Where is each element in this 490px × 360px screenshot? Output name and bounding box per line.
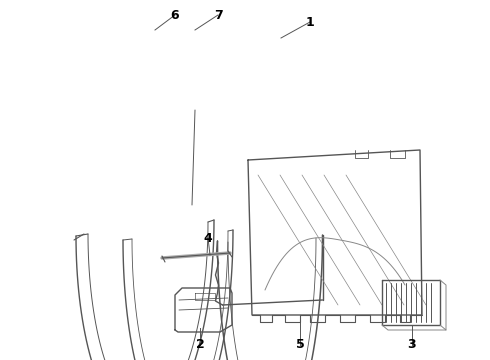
Text: 5: 5	[295, 338, 304, 351]
Text: 1: 1	[306, 15, 315, 28]
Text: 3: 3	[408, 338, 416, 351]
Text: 7: 7	[214, 9, 222, 22]
Text: 6: 6	[171, 9, 179, 22]
Text: 2: 2	[196, 338, 204, 351]
Text: 4: 4	[204, 231, 212, 244]
